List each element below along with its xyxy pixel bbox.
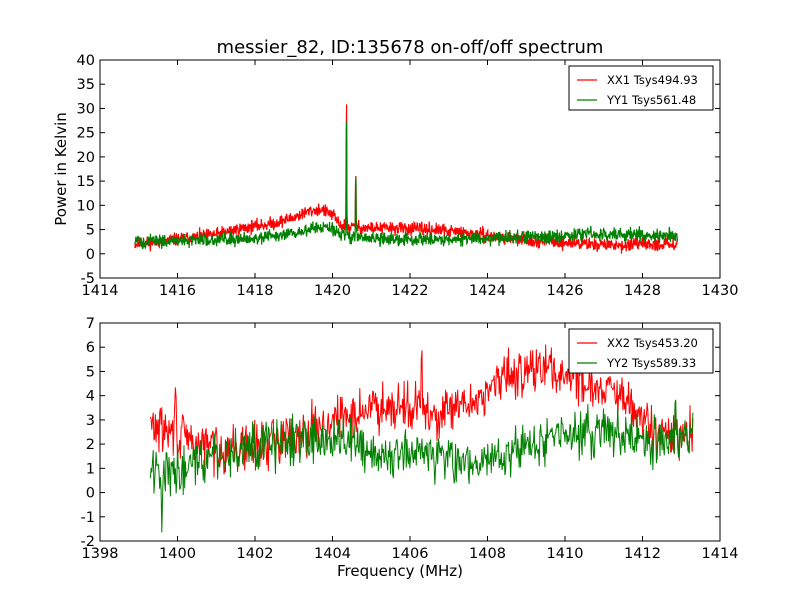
y-tick-label: 40 bbox=[77, 53, 95, 69]
series-line-yy2 bbox=[149, 399, 694, 533]
series-group bbox=[149, 344, 694, 533]
x-tick-label: 1404 bbox=[314, 546, 351, 562]
y-tick-label: 25 bbox=[77, 126, 95, 142]
legend-label: YY2 Tsys589.33 bbox=[606, 356, 696, 370]
y-tick-label: -2 bbox=[81, 534, 95, 550]
series-line-xx1 bbox=[134, 104, 678, 254]
y-tick-label: 2 bbox=[86, 437, 95, 453]
y-tick-label: 10 bbox=[77, 198, 95, 214]
y-tick-label: 5 bbox=[86, 223, 95, 239]
x-tick-label: 1418 bbox=[237, 283, 274, 299]
y-tick-label: 0 bbox=[86, 247, 95, 263]
series-line-yy1 bbox=[134, 122, 678, 250]
legend-label: YY1 Tsys561.48 bbox=[606, 93, 696, 107]
series-group bbox=[134, 104, 678, 254]
figure-title: messier_82, ID:135678 on-off/off spectru… bbox=[217, 37, 604, 58]
legend-box bbox=[568, 328, 714, 374]
y-tick-label: 5 bbox=[86, 364, 95, 380]
x-tick-label: 1412 bbox=[624, 546, 661, 562]
x-tick-label: 1428 bbox=[624, 283, 661, 299]
y-tick-label: 1 bbox=[86, 461, 95, 477]
x-tick-label: 1400 bbox=[159, 546, 196, 562]
x-tick-label: 1408 bbox=[469, 546, 506, 562]
y-axis-label: Power in Kelvin bbox=[52, 112, 70, 226]
bottom-panel: 1398 1400 1402 1404 1406 1408 1410 1412 1414-2-1… bbox=[81, 316, 739, 580]
x-tick-label: 1402 bbox=[237, 546, 274, 562]
y-tick-label: 4 bbox=[86, 389, 95, 405]
y-tick-label: 3 bbox=[86, 413, 95, 429]
y-tick-label: 30 bbox=[77, 101, 95, 117]
y-tick-label: 20 bbox=[77, 150, 95, 166]
x-tick-label: 1420 bbox=[314, 283, 351, 299]
y-tick-label: 6 bbox=[86, 340, 95, 356]
y-tick-label: 0 bbox=[86, 486, 95, 502]
x-tick-label: 1430 bbox=[702, 283, 739, 299]
series-line-xx2 bbox=[149, 344, 694, 478]
x-tick-label: 1416 bbox=[159, 283, 196, 299]
legend: XX1 Tsys494.93 YY1 Tsys561.48 bbox=[568, 65, 714, 111]
y-tick-label: 35 bbox=[77, 77, 95, 93]
x-tick-label: 1414 bbox=[702, 546, 739, 562]
y-tick-label: -5 bbox=[81, 271, 95, 287]
y-tick-label: 15 bbox=[77, 174, 95, 190]
top-panel: 1414 1416 1418 1420 1422 1424 1426 1428 1430 -5 0 5… bbox=[52, 53, 738, 299]
x-tick-label: 1410 bbox=[547, 546, 584, 562]
legend-label: XX1 Tsys494.93 bbox=[607, 73, 698, 87]
y-tick-label: 7 bbox=[86, 316, 95, 332]
y-tick-label: -1 bbox=[81, 510, 95, 526]
x-tick-label: 1426 bbox=[547, 283, 584, 299]
x-tick-label: 1414 bbox=[82, 283, 119, 299]
x-tick-label: 1406 bbox=[392, 546, 429, 562]
x-tick-label: 1422 bbox=[392, 283, 429, 299]
legend: XX2 Tsys453.20 YY2 Tsys589.33 bbox=[568, 328, 714, 374]
x-tick-label: 1398 bbox=[82, 546, 119, 562]
x-axis-label: Frequency (MHz) bbox=[337, 562, 463, 580]
legend-box bbox=[568, 65, 714, 111]
legend-label: XX2 Tsys453.20 bbox=[607, 336, 698, 350]
x-tick-label: 1424 bbox=[469, 283, 506, 299]
